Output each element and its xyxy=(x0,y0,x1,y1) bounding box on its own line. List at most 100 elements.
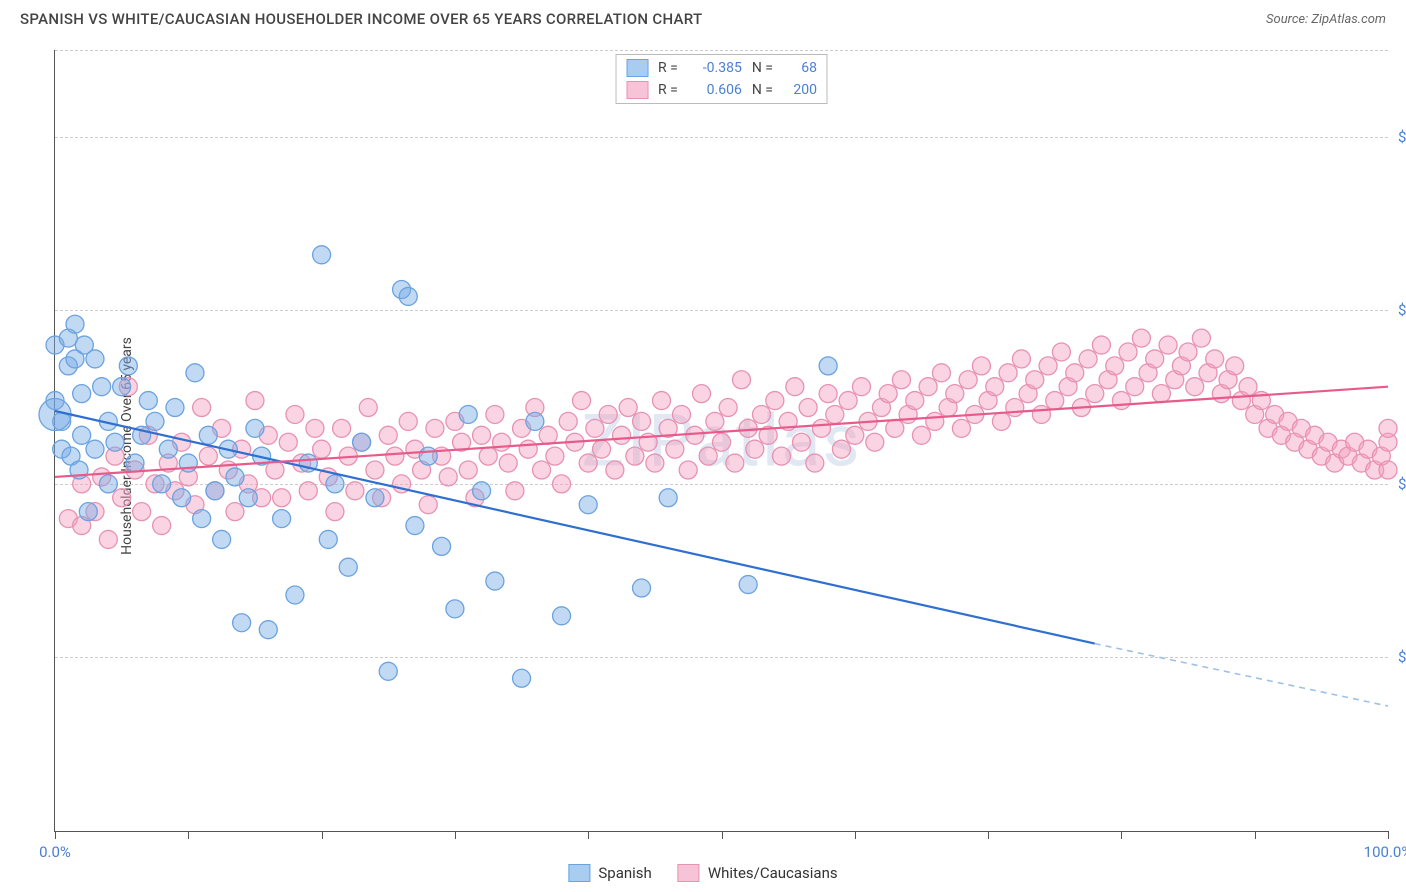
y-tick-label: $100,000 xyxy=(1390,128,1406,146)
scatter-point xyxy=(1132,329,1150,347)
scatter-point xyxy=(1146,350,1164,368)
scatter-point xyxy=(1379,461,1397,479)
scatter-point xyxy=(459,405,477,423)
scatter-point xyxy=(339,558,357,576)
scatter-point xyxy=(886,419,904,437)
legend-r-value: -0.385 xyxy=(688,60,742,76)
x-tick xyxy=(455,831,456,839)
scatter-point xyxy=(999,364,1017,382)
scatter-point xyxy=(193,510,211,528)
legend-swatch-spanish xyxy=(568,864,590,882)
scatter-point xyxy=(313,246,331,264)
scatter-point xyxy=(553,475,571,493)
scatter-point xyxy=(513,669,531,687)
chart-title: SPANISH VS WHITE/CAUCASIAN HOUSEHOLDER I… xyxy=(20,10,702,28)
legend-swatch-whites xyxy=(678,864,700,882)
scatter-point xyxy=(819,385,837,403)
scatter-point xyxy=(819,357,837,375)
scatter-point xyxy=(1046,392,1064,410)
scatter-point xyxy=(1039,357,1057,375)
scatter-point xyxy=(486,405,504,423)
x-tick xyxy=(55,831,56,839)
legend-n-label: N = xyxy=(752,60,773,76)
scatter-point xyxy=(206,482,224,500)
scatter-point xyxy=(426,419,444,437)
scatter-point xyxy=(932,364,950,382)
scatter-point xyxy=(99,530,117,548)
scatter-point xyxy=(906,392,924,410)
scatter-point xyxy=(586,419,604,437)
scatter-point xyxy=(286,586,304,604)
legend-n-value: 200 xyxy=(783,82,817,98)
scatter-point xyxy=(686,426,704,444)
scatter-point xyxy=(459,461,477,479)
scatter-point xyxy=(1192,329,1210,347)
scatter-point xyxy=(972,357,990,375)
scatter-point xyxy=(606,461,624,479)
scatter-point xyxy=(693,385,711,403)
x-tick-label: 0.0% xyxy=(39,843,71,861)
x-tick xyxy=(1255,831,1256,839)
legend-row-whites: R = 0.606 N = 200 xyxy=(626,79,817,101)
scatter-point xyxy=(526,412,544,430)
scatter-point xyxy=(1026,371,1044,389)
scatter-point xyxy=(499,454,517,472)
scatter-point xyxy=(93,378,111,396)
trend-line-extrapolated xyxy=(1095,644,1388,706)
scatter-point xyxy=(379,426,397,444)
scatter-point xyxy=(839,392,857,410)
scatter-point xyxy=(992,412,1010,430)
scatter-point xyxy=(806,454,824,472)
scatter-point xyxy=(73,426,91,444)
scatter-point xyxy=(1052,343,1070,361)
scatter-point xyxy=(1379,419,1397,437)
legend-r-value: 0.606 xyxy=(688,82,742,98)
x-tick xyxy=(322,831,323,839)
scatter-point xyxy=(399,287,417,305)
scatter-point xyxy=(66,315,84,333)
legend-label: Whites/Caucasians xyxy=(708,864,838,882)
scatter-point xyxy=(1179,343,1197,361)
scatter-point xyxy=(653,392,671,410)
scatter-point xyxy=(473,482,491,500)
scatter-point xyxy=(173,489,191,507)
scatter-point xyxy=(126,454,144,472)
scatter-point xyxy=(1119,343,1137,361)
scatter-point xyxy=(366,489,384,507)
scatter-point xyxy=(359,399,377,417)
scatter-point xyxy=(113,378,131,396)
scatter-point xyxy=(1186,378,1204,396)
scatter-point xyxy=(579,496,597,514)
scatter-point xyxy=(792,433,810,451)
scatter-point xyxy=(752,405,770,423)
scatter-point xyxy=(299,482,317,500)
scatter-point xyxy=(266,461,284,479)
scatter-point xyxy=(99,475,117,493)
legend-r-label: R = xyxy=(658,60,678,76)
scatter-point xyxy=(226,503,244,521)
scatter-point xyxy=(233,614,251,632)
scatter-point xyxy=(952,419,970,437)
scatter-point xyxy=(319,530,337,548)
scatter-point xyxy=(286,405,304,423)
scatter-point xyxy=(659,489,677,507)
scatter-point xyxy=(486,572,504,590)
legend-r-label: R = xyxy=(658,82,678,98)
scatter-point xyxy=(193,399,211,417)
scatter-point xyxy=(439,468,457,486)
scatter-point xyxy=(799,399,817,417)
scatter-point xyxy=(559,412,577,430)
scatter-point xyxy=(86,350,104,368)
x-tick xyxy=(588,831,589,839)
scatter-point xyxy=(166,399,184,417)
scatter-point xyxy=(73,385,91,403)
scatter-point xyxy=(1066,364,1084,382)
x-tick xyxy=(1121,831,1122,839)
scatter-point xyxy=(106,433,124,451)
scatter-point xyxy=(926,412,944,430)
scatter-point xyxy=(146,412,164,430)
scatter-point xyxy=(273,510,291,528)
scatter-point xyxy=(493,433,511,451)
scatter-point xyxy=(766,392,784,410)
scatter-point xyxy=(326,475,344,493)
